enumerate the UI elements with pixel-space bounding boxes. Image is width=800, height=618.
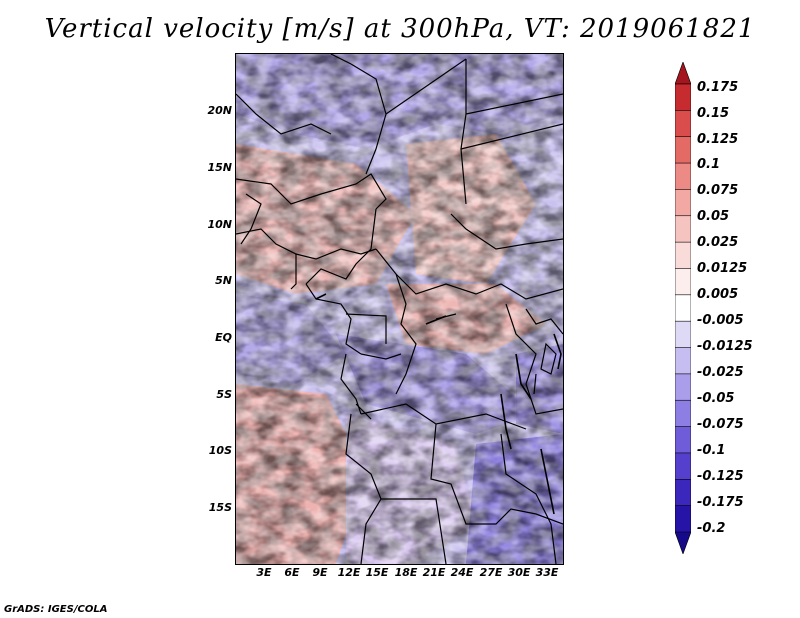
colorbar-label: -0.0125 [697,339,753,354]
vertical-velocity-field [236,54,563,564]
lat-label-15n: 15N [207,161,232,174]
colorbar-label: -0.005 [697,313,744,328]
lat-label-10s: 10S [208,444,232,457]
colorbar-swatch [675,294,691,322]
colorbar-label: 0.15 [697,106,730,121]
lon-label-18e: 18E [394,566,418,579]
lon-label-33e: 33E [535,566,559,579]
colorbar-swatch [675,62,691,85]
lat-label-10n: 10N [207,218,232,231]
colorbar-label: 0.1 [697,157,721,172]
lat-label-eq: EQ [215,331,232,344]
lat-label-5n: 5N [215,274,232,287]
lon-label-27e: 27E [479,566,503,579]
colorbar-label: 0.175 [697,80,739,95]
colorbar-swatch [675,531,691,554]
lon-label-24e: 24E [450,566,474,579]
colorbar-swatch [675,347,691,375]
colorbar-label: 0.125 [697,132,739,147]
lakes-and-coastline [315,293,562,515]
lon-label-21e: 21E [422,566,446,579]
colorbar-label: 0.075 [697,183,739,198]
colorbar-swatch [675,189,691,217]
colorbar-swatch [675,426,691,454]
lon-label-9e: 9E [312,566,328,579]
lat-label-15s: 15S [208,501,232,514]
colorbar-swatch [675,241,691,270]
country-borders [236,54,563,564]
colorbar-label: -0.025 [697,365,744,380]
lon-label-3e: 3E [256,566,272,579]
lon-label-15e: 15E [365,566,389,579]
grads-credit: GrADS: IGES/COLA [4,604,108,615]
colorbar-swatch [675,373,691,402]
colorbar-swatch [675,320,691,349]
colorbar-label: -0.1 [697,443,726,458]
colorbar-label: 0.025 [697,235,739,250]
map-panel [235,53,564,565]
colorbar-swatch [675,399,691,428]
colorbar-label: -0.175 [697,495,744,510]
lat-label-20n: 20N [207,104,232,117]
colorbar-label: 0.005 [697,287,739,302]
lon-label-30e: 30E [507,566,531,579]
colorbar-label: -0.125 [697,469,744,484]
colorbar-swatch [675,136,691,164]
colorbar-label: 0.05 [697,209,730,224]
lat-label-5s: 5S [216,388,232,401]
lon-label-6e: 6E [284,566,300,579]
colorbar-swatch [675,452,691,481]
colorbar-swatch [675,83,691,112]
colorbar-label: -0.05 [697,391,735,406]
colorbar-label: 0.0125 [697,261,748,276]
colorbar-label: -0.2 [697,521,726,536]
colorbar-swatch [675,110,691,138]
map-title: Vertical velocity [m/s] at 300hPa, VT: 2… [44,14,756,44]
colorbar-swatch [675,478,691,507]
colorbar-swatch [675,268,691,296]
colorbar-label: -0.075 [697,417,744,432]
colorbar-swatch [675,162,691,191]
colorbar [675,62,691,554]
colorbar-swatch [675,505,691,533]
lon-label-12e: 12E [337,566,361,579]
colorbar-swatch [675,215,691,243]
